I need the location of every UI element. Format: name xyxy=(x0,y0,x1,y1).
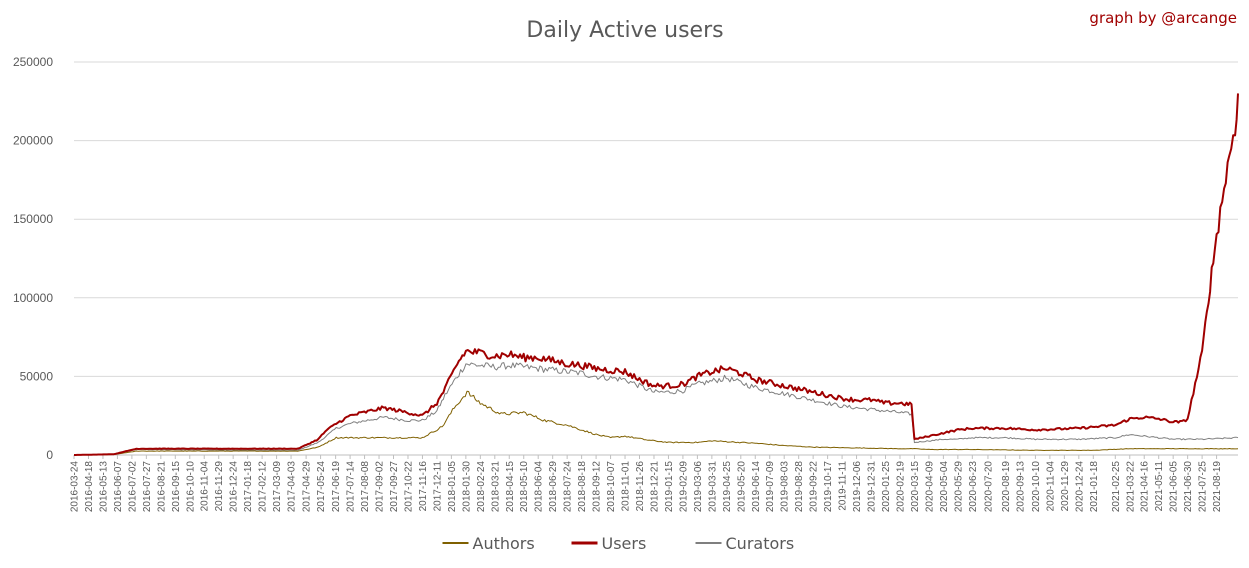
x-tick-label: 2019-05-20 xyxy=(736,461,747,513)
x-tick-label: 2019-08-03 xyxy=(780,461,791,513)
x-tick-label: 2018-12-21 xyxy=(649,461,660,513)
x-tick-label: 2017-10-22 xyxy=(403,461,414,513)
y-tick-label: 0 xyxy=(46,448,53,462)
x-tick-label: 2019-06-14 xyxy=(751,461,762,513)
x-tick-label: 2019-03-06 xyxy=(693,461,704,513)
x-tick-label: 2017-03-09 xyxy=(272,461,283,513)
x-tick-label: 2016-11-04 xyxy=(200,461,211,512)
legend-label-users: Users xyxy=(602,534,647,553)
y-tick-label: 250000 xyxy=(13,55,53,69)
x-tick-label: 2021-04-16 xyxy=(1140,461,1151,513)
x-tick-label: 2018-10-07 xyxy=(606,461,617,513)
x-tick-label: 2018-07-24 xyxy=(563,461,574,513)
x-tick-label: 2021-06-30 xyxy=(1183,461,1194,513)
x-tick-label: 2020-12-24 xyxy=(1074,461,1085,513)
x-tick-label: 2018-03-21 xyxy=(490,461,501,513)
x-tick-label: 2020-07-20 xyxy=(983,461,994,513)
x-tick-label: 2016-03-24 xyxy=(70,461,81,513)
x-tick-label: 2018-09-12 xyxy=(592,461,603,513)
x-tick-label: 2017-04-03 xyxy=(287,461,298,513)
x-tick-label: 2017-09-02 xyxy=(375,461,386,513)
x-tick-label: 2016-11-29 xyxy=(214,461,225,512)
gridlines xyxy=(73,61,1238,459)
x-tick-label: 2016-07-02 xyxy=(127,461,138,513)
x-tick-label: 2019-07-09 xyxy=(765,461,776,513)
x-tick-label: 2018-06-29 xyxy=(548,461,559,513)
x-tick-label: 2019-03-31 xyxy=(707,461,718,513)
x-tick-label: 2018-01-05 xyxy=(447,461,458,513)
x-tick-label: 2017-06-19 xyxy=(331,461,342,513)
x-tick-label: 2020-05-29 xyxy=(953,461,964,513)
x-tick-label: 2018-01-30 xyxy=(461,461,472,513)
x-tick-label: 2018-11-26 xyxy=(635,461,646,512)
x-tick-label: 2021-05-11 xyxy=(1154,461,1165,512)
x-tick-label: 2019-01-15 xyxy=(664,461,675,513)
x-tick-label: 2020-04-09 xyxy=(924,461,935,513)
x-tick-label: 2021-07-25 xyxy=(1198,461,1209,513)
x-tick-label: 2019-12-31 xyxy=(867,461,878,513)
x-tick-label: 2016-09-15 xyxy=(171,461,182,513)
x-tick-label: 2018-06-04 xyxy=(534,461,545,513)
x-tick-label: 2016-05-13 xyxy=(98,461,109,513)
series-lines xyxy=(74,93,1239,456)
legend: Authors Users Curators xyxy=(442,534,795,553)
x-tick-label: 2017-02-12 xyxy=(258,461,269,513)
chart-credit: graph by @arcange xyxy=(1089,9,1237,27)
x-tick-label: 2021-02-25 xyxy=(1111,461,1122,513)
chart-title: Daily Active users xyxy=(526,18,723,43)
x-tick-label: 2017-09-27 xyxy=(389,461,400,513)
x-tick-label: 2019-10-17 xyxy=(823,461,834,513)
x-tick-label: 2017-04-29 xyxy=(302,461,313,513)
x-tick-label: 2017-05-24 xyxy=(316,461,327,513)
y-tick-label: 100000 xyxy=(13,291,53,305)
x-tick-label: 2018-05-10 xyxy=(519,461,530,513)
x-tick-label: 2021-08-19 xyxy=(1212,461,1223,513)
x-tick-label: 2016-04-18 xyxy=(84,461,95,513)
legend-label-curators: Curators xyxy=(726,534,795,553)
x-tick-label: 2020-01-25 xyxy=(881,461,892,513)
x-tick-label: 2021-03-22 xyxy=(1125,461,1136,513)
x-tick-label: 2019-09-22 xyxy=(809,461,820,513)
x-tick-label: 2021-06-05 xyxy=(1169,461,1180,513)
y-tick-label: 50000 xyxy=(20,369,54,383)
x-tick-label: 2019-12-06 xyxy=(852,461,863,513)
x-tick-label: 2018-02-24 xyxy=(476,461,487,513)
x-tick-label: 2020-06-23 xyxy=(968,461,979,513)
x-tick-label: 2017-07-14 xyxy=(346,461,357,513)
series-line-users xyxy=(74,93,1239,456)
x-tick-label: 2020-11-29 xyxy=(1060,461,1071,512)
x-tick-label: 2016-08-21 xyxy=(156,461,167,513)
y-tick-label: 200000 xyxy=(13,134,53,148)
series-line-authors xyxy=(74,390,1239,456)
x-tick-label: 2020-03-15 xyxy=(910,461,921,513)
x-tick-label: 2017-08-08 xyxy=(360,461,371,513)
x-tick-label: 2020-08-19 xyxy=(1001,461,1012,513)
y-axis-tick-labels: 0 50000 100000 150000 200000 250000 xyxy=(13,55,53,462)
legend-label-authors: Authors xyxy=(473,534,535,553)
x-tick-label: 2018-08-18 xyxy=(577,461,588,513)
x-tick-label: 2017-12-11 xyxy=(432,461,443,512)
x-tick-label: 2018-11-01 xyxy=(621,461,632,512)
x-axis-tick-labels: 2016-03-24 2016-04-18 2016-05-13 2016-06-07… xyxy=(70,461,1224,513)
x-tick-label: 2020-10-10 xyxy=(1031,461,1042,513)
x-tick-label: 2020-02-19 xyxy=(895,461,906,513)
x-tick-label: 2018-04-15 xyxy=(505,461,516,513)
x-tick-label: 2021-01-18 xyxy=(1089,461,1100,513)
series-line-curators xyxy=(74,362,1239,456)
x-tick-label: 2019-02-09 xyxy=(678,461,689,513)
x-tick-label: 2016-06-07 xyxy=(113,461,124,513)
x-tick-label: 2019-08-28 xyxy=(794,461,805,513)
x-tick-label: 2016-07-27 xyxy=(142,461,153,513)
x-tick-label: 2020-09-13 xyxy=(1015,461,1026,513)
y-tick-label: 150000 xyxy=(13,212,53,226)
x-tick-label: 2019-11-11 xyxy=(838,461,849,511)
x-tick-label: 2019-04-25 xyxy=(722,461,733,513)
x-tick-label: 2020-11-04 xyxy=(1045,461,1056,512)
x-tick-label: 2017-11-16 xyxy=(418,461,429,512)
x-tick-label: 2016-10-10 xyxy=(185,461,196,513)
x-tick-label: 2017-01-18 xyxy=(243,461,254,513)
x-tick-label: 2020-05-04 xyxy=(939,461,950,513)
x-tick-label: 2016-12-24 xyxy=(229,461,240,513)
